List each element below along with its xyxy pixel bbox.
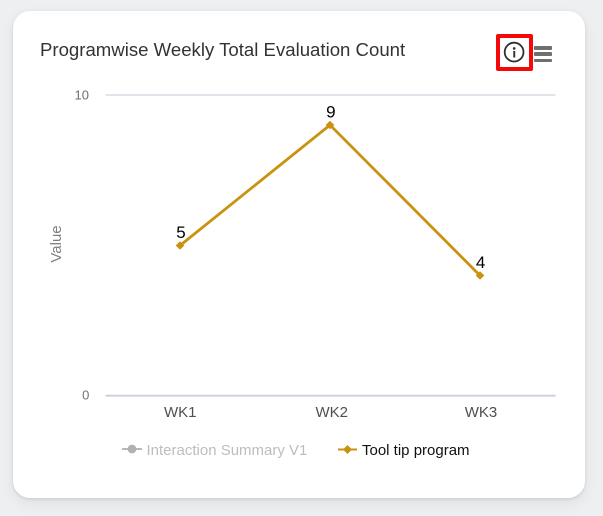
svg-text:Interaction Summary V1: Interaction Summary V1 <box>147 442 308 459</box>
svg-text:5: 5 <box>176 223 185 242</box>
svg-text:4: 4 <box>476 253 485 272</box>
svg-text:9: 9 <box>326 103 335 122</box>
svg-text:0: 0 <box>82 387 89 402</box>
svg-text:10: 10 <box>75 88 89 103</box>
svg-text:WK2: WK2 <box>315 404 348 421</box>
svg-text:WK3: WK3 <box>465 404 498 421</box>
svg-text:WK1: WK1 <box>164 404 197 421</box>
svg-text:Value: Value <box>48 225 65 262</box>
svg-text:Tool tip program: Tool tip program <box>362 442 470 459</box>
